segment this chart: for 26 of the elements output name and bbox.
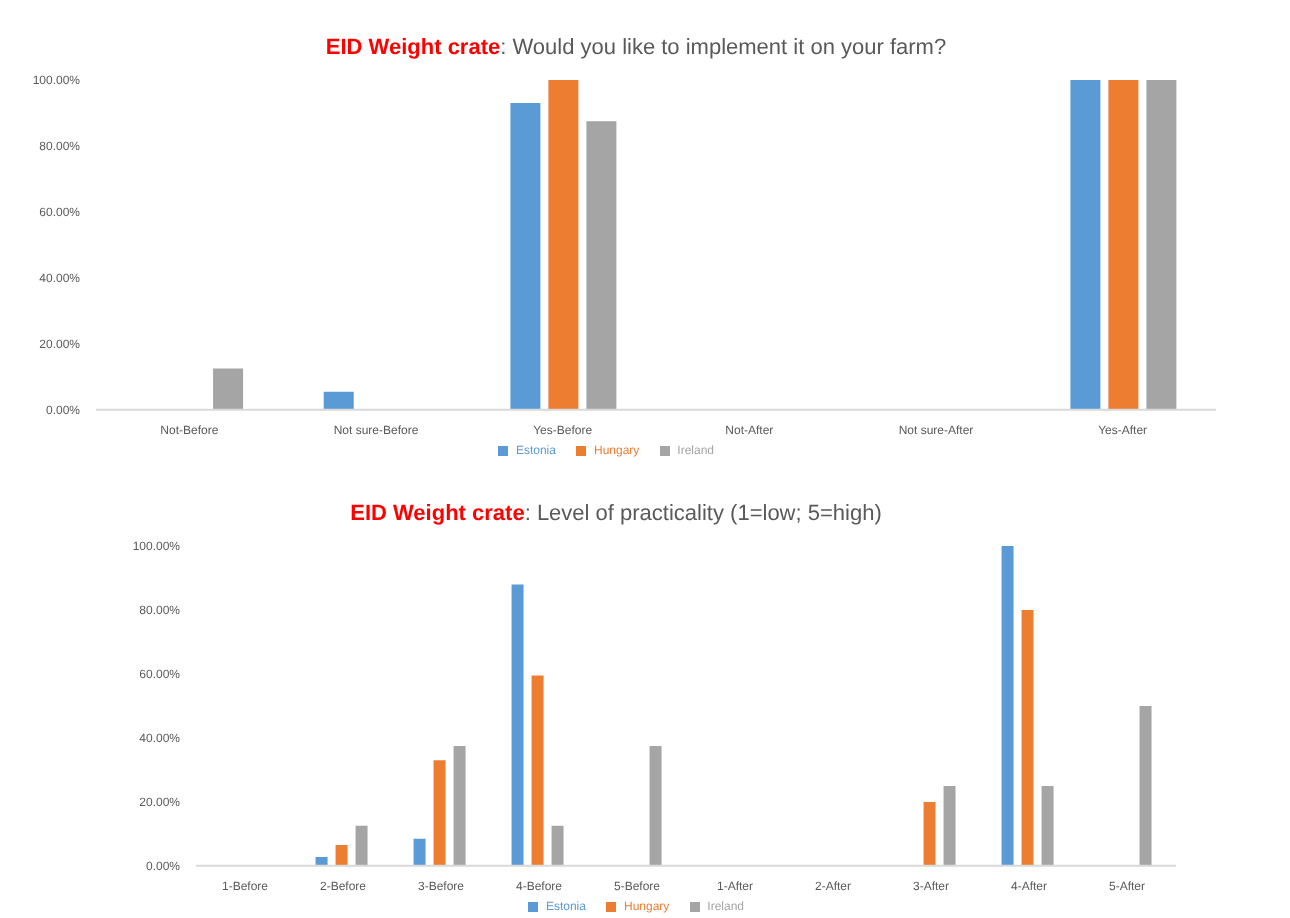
bar [1108,80,1139,410]
chart-title: EID Weight crate: Would you like to implement it on your farm? [325,36,947,60]
bar [586,121,617,410]
bar [531,675,544,866]
bar [1021,609,1034,866]
bar [551,825,564,866]
bar [323,391,354,410]
bar [548,80,579,410]
bar [213,368,244,410]
bar [413,838,426,866]
bar [355,825,368,866]
bar [315,856,328,866]
bar [511,584,524,866]
bar [923,801,936,866]
bar [1146,80,1177,410]
bar [510,103,541,410]
bar [433,760,446,866]
bar [1041,785,1054,866]
bar [1070,80,1101,410]
bar [1001,546,1014,866]
bar [943,785,956,866]
chart-title: EID Weight crate: Level of practicality (1=low; 5=high) [350,502,882,526]
bar [649,745,662,866]
bar [335,845,348,866]
bar [1139,705,1152,866]
bar [453,745,466,866]
